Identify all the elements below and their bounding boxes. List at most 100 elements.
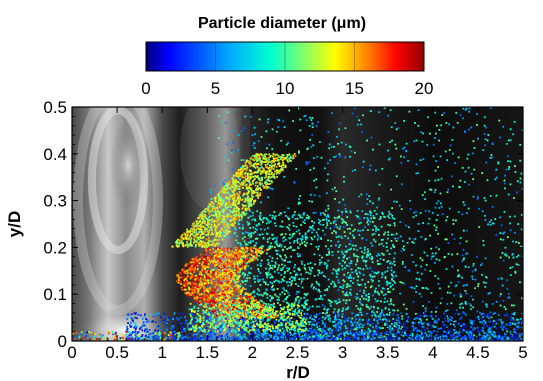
particle-point bbox=[257, 233, 259, 236]
particle-point bbox=[238, 319, 241, 321]
particle-point bbox=[325, 254, 328, 256]
particle-point bbox=[405, 149, 408, 152]
particle-point bbox=[214, 225, 217, 228]
particle-point bbox=[362, 229, 364, 232]
particle-point bbox=[356, 260, 359, 263]
particle-point bbox=[270, 323, 273, 326]
particle-point bbox=[499, 238, 502, 241]
particle-point bbox=[260, 160, 263, 162]
particle-point bbox=[268, 143, 271, 146]
particle-point bbox=[259, 272, 262, 274]
particle-point bbox=[387, 223, 389, 226]
particle-point bbox=[313, 324, 316, 327]
particle-point bbox=[348, 265, 351, 268]
particle-point bbox=[369, 164, 372, 167]
particle-point bbox=[404, 266, 407, 269]
particle-point bbox=[421, 140, 424, 143]
particle-point bbox=[251, 189, 254, 192]
particle-point bbox=[330, 146, 333, 148]
particle-point bbox=[447, 241, 450, 244]
particle-point bbox=[351, 271, 353, 274]
particle-point bbox=[334, 314, 337, 317]
particle-point bbox=[222, 211, 225, 214]
particle-point bbox=[392, 329, 395, 332]
particle-point bbox=[276, 331, 279, 334]
particle-point bbox=[134, 316, 137, 319]
particle-point bbox=[301, 286, 304, 289]
particle-point bbox=[344, 338, 347, 340]
particle-point bbox=[405, 328, 407, 331]
particle-point bbox=[232, 130, 234, 132]
particle-point bbox=[275, 243, 278, 246]
particle-point bbox=[458, 335, 461, 338]
particle-point bbox=[436, 339, 439, 341]
particle-point bbox=[380, 238, 383, 241]
particle-point bbox=[215, 336, 218, 339]
particle-point bbox=[263, 161, 266, 163]
particle-point bbox=[311, 330, 313, 333]
particle-point bbox=[235, 287, 238, 290]
particle-point bbox=[342, 218, 344, 221]
particle-point bbox=[214, 266, 217, 269]
particle-point bbox=[331, 330, 334, 333]
particle-point bbox=[230, 215, 233, 218]
particle-point bbox=[344, 261, 347, 264]
particle-point bbox=[286, 269, 289, 272]
particle-point bbox=[304, 306, 307, 309]
particle-point bbox=[473, 147, 476, 149]
particle-point bbox=[288, 267, 291, 269]
particle-point bbox=[289, 331, 291, 334]
particle-point bbox=[328, 143, 331, 146]
particle-point bbox=[518, 326, 521, 329]
particle-point bbox=[345, 299, 348, 302]
particle-point bbox=[203, 337, 206, 340]
particle-point bbox=[235, 262, 238, 265]
particle-point bbox=[402, 245, 405, 248]
particle-point bbox=[401, 317, 404, 320]
particle-point bbox=[472, 152, 475, 155]
particle-point bbox=[366, 267, 369, 270]
particle-point bbox=[136, 317, 138, 320]
particle-point bbox=[342, 198, 345, 201]
particle-point bbox=[360, 123, 363, 126]
particle-point bbox=[506, 313, 508, 316]
particle-point bbox=[246, 274, 249, 277]
particle-point bbox=[242, 168, 244, 171]
particle-point bbox=[484, 314, 487, 317]
particle-point bbox=[473, 323, 475, 326]
particle-point bbox=[193, 336, 196, 339]
particle-point bbox=[332, 324, 335, 327]
particle-point bbox=[423, 315, 426, 318]
particle-point bbox=[373, 337, 376, 340]
particle-point bbox=[284, 254, 287, 257]
particle-point bbox=[281, 248, 284, 251]
particle-point bbox=[301, 321, 304, 323]
particle-point bbox=[272, 168, 275, 170]
particle-point bbox=[415, 335, 418, 338]
particle-point bbox=[401, 331, 404, 334]
particle-point bbox=[396, 319, 398, 322]
particle-point bbox=[485, 281, 487, 284]
particle-point bbox=[377, 252, 380, 255]
particle-point bbox=[423, 238, 426, 241]
particle-point bbox=[214, 244, 217, 247]
particle-point bbox=[129, 316, 132, 319]
particle-point bbox=[289, 334, 292, 337]
particle-point bbox=[518, 242, 520, 244]
particle-point bbox=[420, 295, 423, 298]
particle-point bbox=[361, 166, 364, 169]
particle-point bbox=[323, 325, 326, 328]
particle-point bbox=[327, 299, 330, 301]
particle-point bbox=[394, 327, 397, 330]
particle-point bbox=[199, 215, 202, 218]
particle-point bbox=[271, 260, 273, 263]
particle-point bbox=[491, 222, 494, 225]
particle-point bbox=[235, 218, 238, 221]
particle-point bbox=[264, 334, 267, 337]
particle-point bbox=[262, 319, 264, 321]
particle-point bbox=[189, 244, 192, 247]
particle-point bbox=[266, 147, 268, 150]
particle-point bbox=[222, 198, 225, 201]
particle-point bbox=[514, 271, 517, 274]
particle-point bbox=[369, 214, 372, 217]
